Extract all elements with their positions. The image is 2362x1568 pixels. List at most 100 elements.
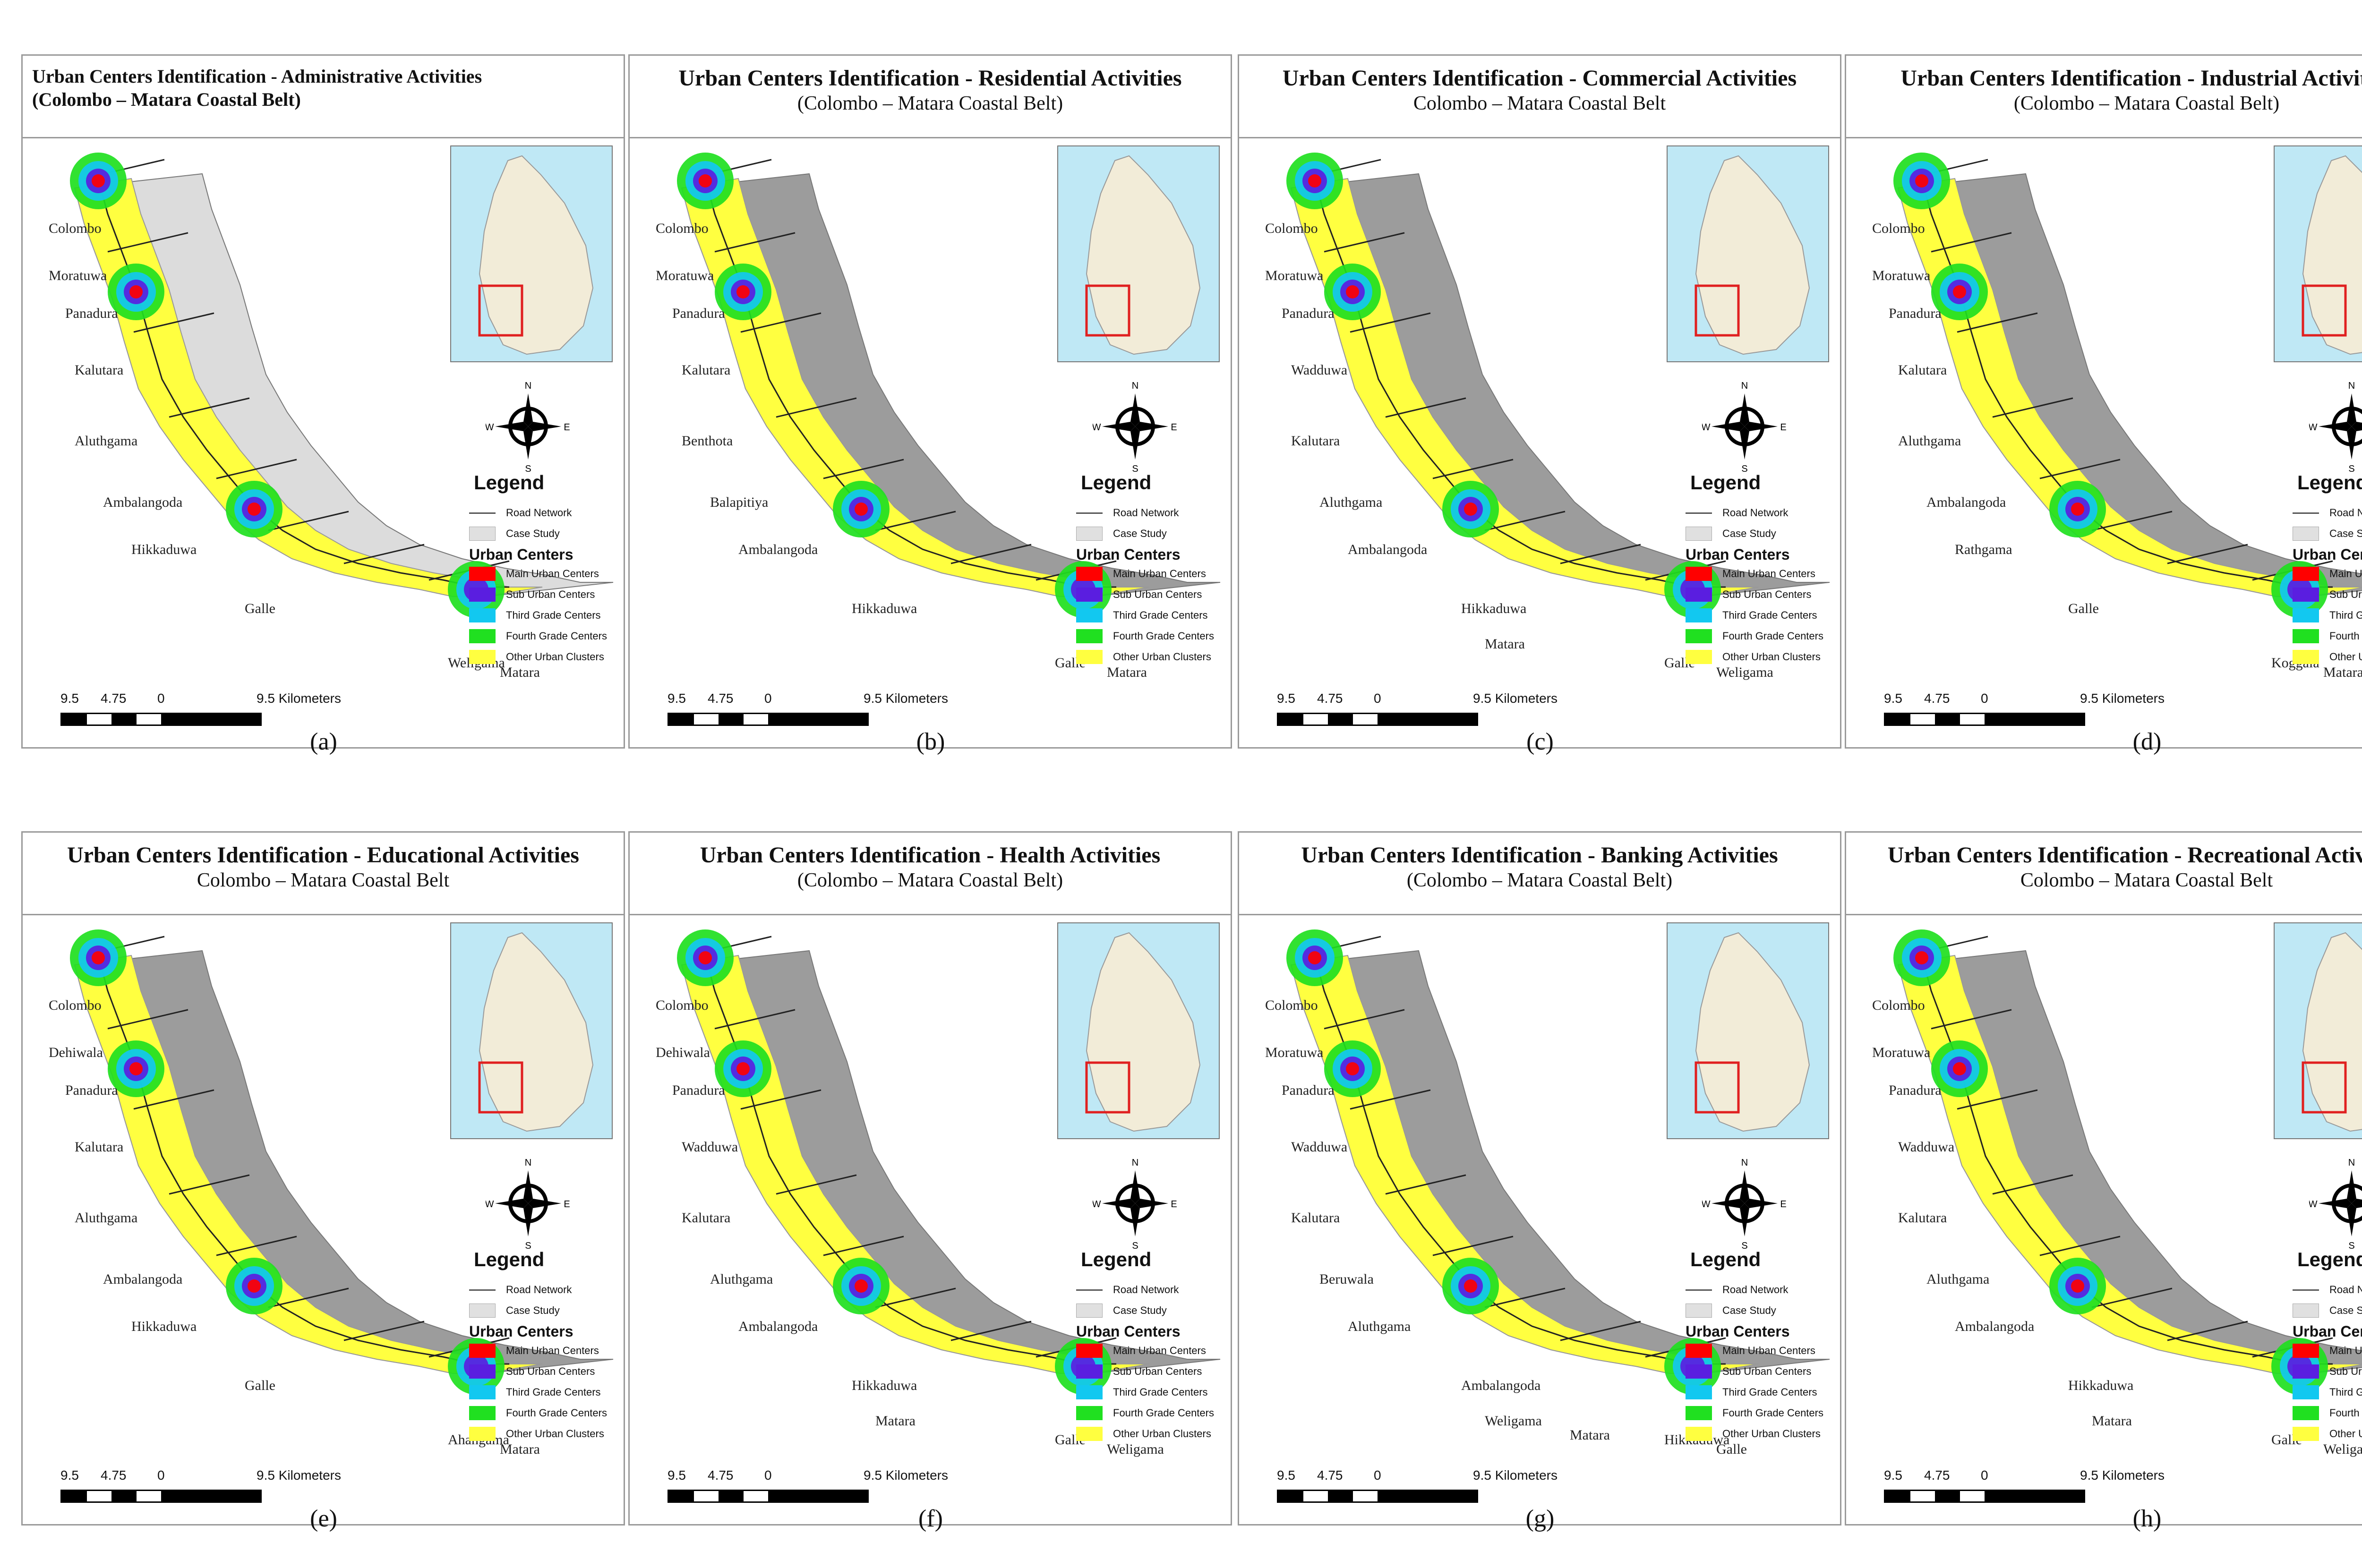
legend-item: Fourth Grade Centers xyxy=(1686,1403,1841,1423)
road-segment xyxy=(2091,511,2173,531)
road-segment xyxy=(1560,1321,1641,1341)
city-label: Weligama xyxy=(2323,1441,2362,1457)
city-label: Colombo xyxy=(1265,997,1318,1013)
city-label: Colombo xyxy=(49,221,102,236)
road-segment xyxy=(1484,511,1566,531)
legend-swatch xyxy=(2293,1344,2319,1358)
scale-l4: 9.5 Kilometers xyxy=(257,1468,341,1483)
panel-subtitle: (Colombo – Matara Coastal Belt) xyxy=(2013,93,2280,114)
scale-bar: 9.5 4.75 0 9.5 Kilometers xyxy=(60,1468,341,1520)
road-segment xyxy=(216,459,297,479)
road-segment xyxy=(776,1174,857,1195)
legend-item-label: Sub Urban Centers xyxy=(1722,588,1812,600)
study-area-box xyxy=(1085,284,1130,337)
legend-item-label: Sub Urban Centers xyxy=(2329,1365,2362,1377)
legend-item-label: Main Urban Centers xyxy=(1113,1345,1206,1356)
legend-case: Case Study xyxy=(469,523,625,544)
panel-caption: (d) xyxy=(2132,728,2162,755)
legend-item: Other Urban Clusters xyxy=(469,1423,625,1444)
legend-item: Other Urban Clusters xyxy=(2293,1423,2362,1444)
legend-swatch xyxy=(1076,650,1103,664)
panel-subtitle: Colombo – Matara Coastal Belt xyxy=(2020,869,2273,891)
scale-l4: 9.5 Kilometers xyxy=(864,691,948,706)
urban-center-blob xyxy=(1953,285,1966,298)
city-label: Moratuwa xyxy=(49,268,107,283)
city-label: Ambalangoda xyxy=(1955,1319,2034,1334)
city-label: Wadduwa xyxy=(682,1139,738,1155)
legend-road: Road Network xyxy=(469,1279,625,1300)
city-label: Colombo xyxy=(1872,221,1925,236)
city-label: Ambalangoda xyxy=(738,542,818,557)
title-box: Urban Centers Identification - Industria… xyxy=(1846,56,2362,138)
legend-swatch xyxy=(1076,608,1103,622)
legend-swatch xyxy=(469,650,496,664)
study-area-box xyxy=(1694,284,1740,337)
urban-centers xyxy=(70,153,505,618)
panel-frame: Urban Centers Identification - Health Ac… xyxy=(628,831,1232,1525)
urban-center-blob xyxy=(92,174,105,187)
legend-item: Main Urban Centers xyxy=(1686,563,1841,584)
panel-title: Urban Centers Identification - Residenti… xyxy=(678,66,1182,91)
sri-lanka-outline xyxy=(479,932,594,1132)
legend-case-label: Case Study xyxy=(506,1304,560,1316)
legend-title: Legend xyxy=(2297,1248,2362,1270)
legend-road-label: Road Network xyxy=(1113,507,1179,519)
panel-caption: (e) xyxy=(310,1505,337,1532)
legend-item-label: Fourth Grade Centers xyxy=(2329,630,2362,642)
title-box: Urban Centers Identification - Residenti… xyxy=(630,56,1231,138)
road-segment xyxy=(1324,1009,1405,1030)
legend-item-label: Sub Urban Centers xyxy=(1113,588,1202,600)
legend: Legend Road Network Case Study Urban Cen… xyxy=(2293,1248,2362,1444)
legend-road: Road Network xyxy=(2293,503,2362,523)
legend-item: Sub Urban Centers xyxy=(469,584,625,605)
urban-center-blob xyxy=(1953,1062,1966,1075)
legend-items: Main Urban Centers Sub Urban Centers Third… xyxy=(1686,563,1841,667)
city-label: Hikkaduwa xyxy=(852,1378,917,1393)
compass-w: W xyxy=(1702,1199,1711,1210)
city-label: Weligama xyxy=(1107,1441,1164,1457)
urban-center-blob xyxy=(1346,285,1359,298)
city-label: Hikkaduwa xyxy=(131,1319,197,1334)
scale-l3: 0 xyxy=(157,1468,165,1483)
urban-center-blob xyxy=(1346,1062,1359,1075)
compass-n: N xyxy=(1741,381,1748,391)
north-arrow-icon: N S E W xyxy=(2309,1158,2362,1251)
legend-item-label: Fourth Grade Centers xyxy=(506,1407,607,1419)
legend: Legend Road Network Case Study Urban Cen… xyxy=(1076,1248,1232,1444)
title-box: Urban Centers Identification - Commercia… xyxy=(1239,56,1840,138)
city-label: Panadura xyxy=(1889,1082,1942,1098)
legend-item-label: Third Grade Centers xyxy=(1722,1386,1817,1398)
legend-swatch xyxy=(469,588,496,602)
north-arrow-icon: N S E W xyxy=(486,381,570,474)
city-label: Aluthgama xyxy=(75,433,137,449)
road-segment xyxy=(1324,232,1405,253)
compass-e: E xyxy=(1780,1199,1786,1210)
legend-swatch xyxy=(469,1427,496,1441)
legend-items: Main Urban Centers Sub Urban Centers Third… xyxy=(1076,563,1232,667)
legend-item: Main Urban Centers xyxy=(469,1340,625,1361)
city-label: Rathgama xyxy=(1955,542,2012,557)
city-label: Aluthgama xyxy=(1898,433,1961,449)
legend-item-label: Fourth Grade Centers xyxy=(1722,1407,1823,1419)
scale-l3: 0 xyxy=(1374,1468,1381,1483)
panel-caption: (f) xyxy=(918,1505,943,1532)
legend-swatch xyxy=(1686,1344,1712,1358)
legend-swatch xyxy=(469,567,496,581)
legend-swatch xyxy=(1686,567,1712,581)
panel-title: Urban Centers Identification - Banking A… xyxy=(1301,843,1778,868)
compass-s: S xyxy=(1132,464,1138,474)
legend-item: Sub Urban Centers xyxy=(2293,584,2362,605)
panel-subtitle: (Colombo – Matara Coastal Belt) xyxy=(1406,869,1673,891)
city-label: Colombo xyxy=(49,997,102,1013)
legend-case: Case Study xyxy=(2293,1300,2362,1321)
panel-frame: Urban Centers Identification - Commercia… xyxy=(1238,54,1841,749)
legend-swatch xyxy=(2293,650,2319,664)
scale-l4: 9.5 Kilometers xyxy=(1473,691,1558,706)
scale-l1: 9.5 xyxy=(668,1468,686,1483)
legend-road-label: Road Network xyxy=(1722,1284,1789,1295)
coastal-strip xyxy=(681,178,1150,597)
sri-lanka-outline xyxy=(1086,932,1201,1132)
panel-title: Urban Centers Identification - Industria… xyxy=(1900,66,2362,91)
scale-l3: 0 xyxy=(1981,691,1988,706)
legend-item: Other Urban Clusters xyxy=(469,647,625,667)
